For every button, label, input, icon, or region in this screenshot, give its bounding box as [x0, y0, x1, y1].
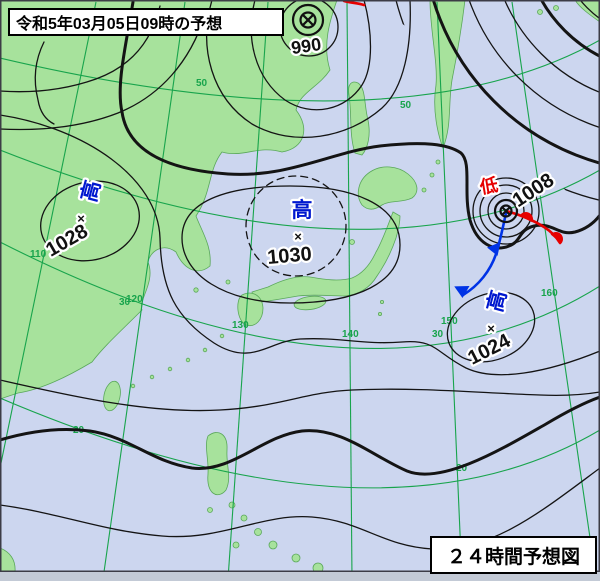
- grid-label: 30: [432, 329, 444, 340]
- philippine-islands: [207, 501, 324, 572]
- isobar-west-3: [34, 41, 55, 125]
- grid-label: 130: [232, 320, 249, 331]
- map-type-box: ２４時間予想図: [430, 536, 597, 574]
- pressure-systems-layer: 990 高 × 1028 高 × 1030 低 1008 高 × 1024: [40, 3, 560, 372]
- forecast-title-box: 令和5年03月05日09時の予想: [8, 8, 284, 36]
- grid-label: 30: [119, 297, 131, 308]
- honshu-island: [251, 211, 401, 304]
- ryukyu-islands: [130, 239, 384, 389]
- low-990-symbol: [291, 3, 325, 37]
- high-1030-center-mark: ×: [294, 229, 302, 244]
- kuril-islands: [421, 5, 559, 193]
- grid-label: 110: [30, 249, 47, 260]
- high-1030-value: 1030: [266, 243, 312, 269]
- isobar-west-1: [0, 14, 206, 131]
- meridian-140: [346, 1, 353, 572]
- isobar-1030-dashed: [245, 175, 347, 277]
- isobar-south-thin-wave: [0, 467, 600, 550]
- grid-label: 50: [400, 100, 412, 111]
- grid-label: 120: [126, 294, 143, 305]
- warm-front-semicircle: [519, 212, 533, 223]
- meridian-120: [103, 1, 186, 572]
- meridian-160: [511, 1, 596, 572]
- grid-label: 140: [342, 329, 359, 340]
- meridian-150: [436, 1, 463, 572]
- kyushu-island: [237, 292, 264, 327]
- high-1030-kanji: 高: [292, 198, 313, 222]
- isobar-990-ring3: [206, 0, 411, 139]
- isobar-1030-loop: [181, 185, 401, 304]
- warm-front-semicircle: [550, 232, 563, 244]
- forecast-title: 令和5年03月05日09時の予想: [16, 16, 223, 33]
- cold-front-triangle: [487, 242, 501, 256]
- low-1008-kanji: 低: [477, 174, 499, 198]
- luzon-island: [206, 432, 230, 496]
- parallel-40n: [0, 149, 600, 230]
- high-1024-center-mark: ×: [487, 321, 495, 336]
- bottom-margin: [0, 572, 600, 581]
- grid-label: 160: [541, 288, 558, 299]
- low-1008-symbol: [493, 198, 519, 224]
- meridian-110: [0, 1, 97, 469]
- isobar-1008-rings: [472, 177, 540, 245]
- indochina-corner: [0, 547, 16, 572]
- isobar-mid-wavy: [0, 114, 600, 376]
- grid-label: 50: [196, 78, 208, 89]
- isobar-1024-ellipse: [446, 291, 536, 363]
- isobar-1028-ellipse: [40, 180, 140, 262]
- map-type-label: ２４時間予想図: [446, 546, 580, 568]
- parallel-30n: [0, 241, 600, 349]
- grid-label: 20: [456, 463, 468, 474]
- meridian-130: [227, 1, 269, 572]
- parallel-50n: [0, 39, 600, 102]
- low-990-value: 990: [290, 34, 323, 58]
- asian-continent: [0, 0, 338, 400]
- parallel-20n: [0, 397, 600, 489]
- hokkaido-island: [357, 166, 418, 210]
- high-1028-center-mark: ×: [77, 211, 85, 226]
- kamchatka-east-corner: [574, 0, 600, 23]
- isobar-990-ring2: [250, 0, 372, 111]
- cold-front-triangle: [454, 285, 470, 299]
- isobar-ridge-thin: [0, 379, 600, 412]
- isobar-south-thick-wave: [0, 395, 600, 476]
